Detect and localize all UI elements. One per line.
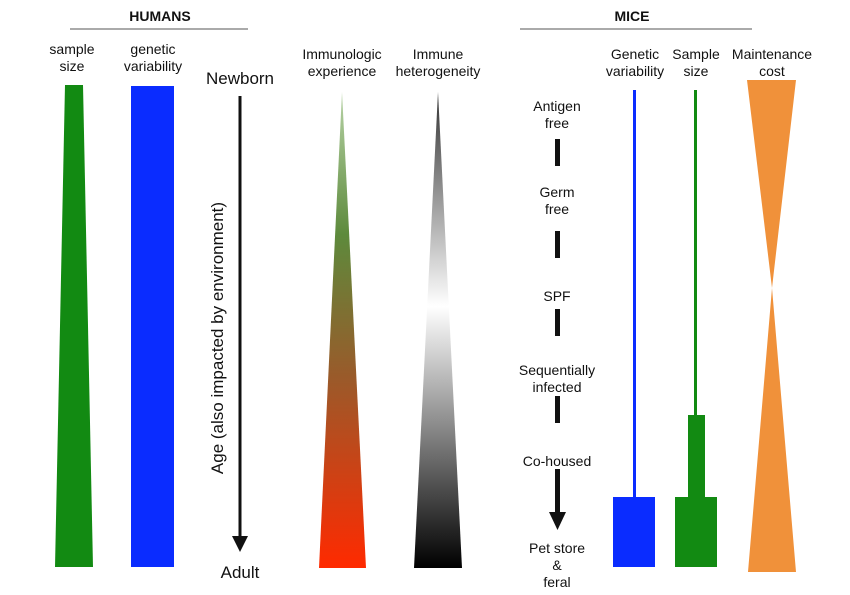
mice-genetic-variability-block — [613, 497, 655, 567]
stage-antigen-free: Antigen free — [533, 98, 580, 132]
label-line: heterogeneity — [395, 63, 481, 79]
label-line: variability — [605, 63, 665, 79]
age-end-label: Adult — [220, 563, 260, 582]
age-axis-label: Age (also impacted by environment) — [208, 201, 227, 475]
label-line: free — [544, 201, 570, 217]
label-line: Genetic — [610, 46, 660, 62]
humans-genetic-variability-bar — [131, 86, 174, 567]
label-line: free — [544, 115, 570, 131]
label-line: Immunologic — [302, 46, 382, 62]
age-start-label: Newborn — [205, 69, 275, 88]
label-line: Sample — [672, 46, 720, 62]
immunologic-experience-triangle — [319, 92, 366, 568]
age-arrow-head — [232, 536, 248, 552]
mice-sample-size-block — [675, 497, 717, 567]
mice-sample-size-mid — [688, 415, 705, 499]
stage-co-housed: Co-housed — [523, 453, 592, 470]
label-line: experience — [307, 63, 377, 79]
label-line: Sequentially — [518, 362, 596, 378]
label-line: feral — [543, 574, 571, 590]
label-line: genetic — [130, 41, 176, 57]
stage-sequentially-infected: Sequentially infected — [519, 362, 595, 396]
humans-sample-size-bar — [55, 85, 93, 567]
label-line: Germ — [539, 184, 575, 200]
label-line: Immune — [412, 46, 464, 62]
label-line: Antigen — [533, 98, 581, 114]
immune-heterogeneity-triangle — [414, 92, 462, 568]
label-line: size — [59, 58, 85, 74]
stage-pet-store-feral: Pet store & feral — [529, 540, 585, 591]
label-line: size — [683, 63, 709, 79]
label-line: infected — [532, 379, 582, 395]
label-line: SPF — [543, 288, 571, 304]
mice-maintenance-cost-hourglass — [747, 80, 796, 572]
humans-sample-size-label: sample size — [49, 41, 94, 75]
mice-stage-connectors — [549, 139, 566, 530]
immunologic-experience-label: Immunologic experience — [302, 46, 381, 80]
mice-genetic-variability-line — [633, 90, 636, 498]
label-line: Pet store — [528, 540, 586, 556]
label-line: Co-housed — [522, 453, 592, 469]
stage-spf: SPF — [543, 288, 570, 305]
humans-genetic-variability-label: genetic variability — [124, 41, 182, 75]
mice-sample-size-label: Sample size — [672, 46, 719, 80]
immune-heterogeneity-label: Immune heterogeneity — [396, 46, 481, 80]
label-line: sample — [49, 41, 95, 57]
mice-genetic-variability-label: Genetic variability — [606, 46, 664, 80]
stage-germ-free: Germ free — [540, 184, 575, 218]
mice-sample-size-line — [694, 90, 697, 420]
label-line: variability — [123, 58, 183, 74]
humans-title: HUMANS — [129, 8, 191, 24]
mice-maintenance-cost-label: Maintenance cost — [732, 46, 812, 80]
label-line: & — [552, 557, 562, 573]
label-line: cost — [759, 63, 785, 79]
label-line: Maintenance — [731, 46, 813, 62]
mice-title: MICE — [614, 8, 650, 24]
